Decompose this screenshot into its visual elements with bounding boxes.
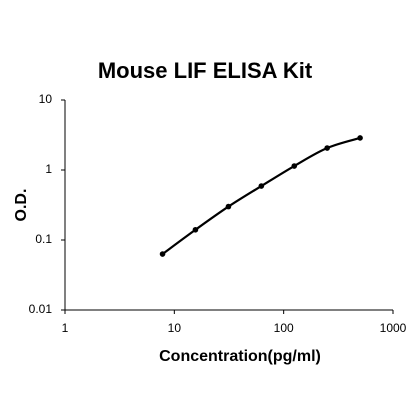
data-point <box>258 183 265 189</box>
y-tick-label: 1 <box>45 162 52 176</box>
y-tick-label: 0.01 <box>29 302 53 316</box>
x-axis-label: Concentration(pg/ml) <box>159 348 321 365</box>
x-tick-label: 100 <box>274 321 294 335</box>
x-tick-label: 1 <box>62 321 69 335</box>
data-point <box>291 163 298 169</box>
x-tick-label: 10 <box>168 321 182 335</box>
y-tick-label: 10 <box>39 92 53 106</box>
data-point <box>159 251 166 257</box>
y-tick-label: 0.1 <box>35 232 52 246</box>
data-point <box>324 145 330 151</box>
data-point <box>192 226 199 233</box>
data-point <box>357 135 363 141</box>
data-line <box>161 136 361 255</box>
data-point <box>225 203 232 210</box>
y-axis-label: O.D. <box>13 189 30 222</box>
chart-title: Mouse LIF ELISA Kit <box>98 58 313 83</box>
x-tick-label: 1000 <box>380 321 407 335</box>
